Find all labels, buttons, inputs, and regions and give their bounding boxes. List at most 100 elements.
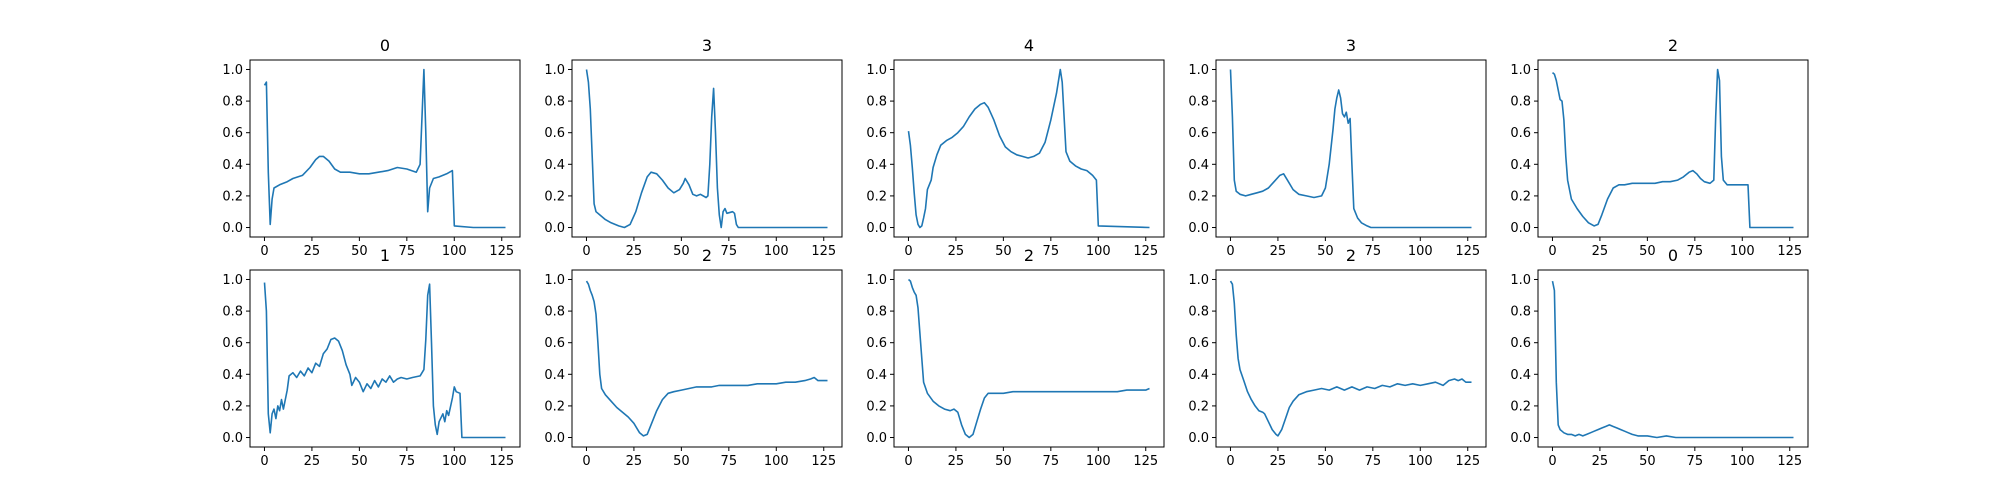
y-tick-label: 0.2 xyxy=(544,399,565,414)
y-tick-label: 0.4 xyxy=(1510,158,1531,173)
y-tick-label: 0.2 xyxy=(866,399,887,414)
x-tick-label: 25 xyxy=(1592,244,1609,259)
x-tick-label: 75 xyxy=(1043,244,1060,259)
y-tick-label: 0.8 xyxy=(222,305,243,320)
x-tick-label: 50 xyxy=(351,244,368,259)
x-tick-label: 0 xyxy=(260,244,268,259)
subplot-title: 2 xyxy=(1024,246,1034,265)
subplot-3: 3 0 25 50 75 100 125 0.0 0.2 0.4 0.6 0.8 1.0 xyxy=(1188,36,1487,259)
y-tick-label: 0.6 xyxy=(222,126,243,141)
x-tick-label: 100 xyxy=(1408,244,1433,259)
y-tick-label: 1.0 xyxy=(1510,63,1531,78)
x-tick-label: 25 xyxy=(1592,454,1609,469)
x-tick-label: 25 xyxy=(304,244,321,259)
subplot-7: 2 0 25 50 75 100 125 0.0 0.2 0.4 0.6 0.8 1.0 xyxy=(866,246,1165,469)
x-tick-label: 0 xyxy=(904,244,912,259)
y-tick-label: 1.0 xyxy=(1188,63,1209,78)
subplot-title: 4 xyxy=(1024,36,1034,55)
axes-frame xyxy=(1537,59,1809,238)
y-tick-label: 0.8 xyxy=(1510,305,1531,320)
subplot-0: 0 0 25 50 75 100 125 0.0 0.2 0.4 0.6 0.8 1.0 xyxy=(222,36,521,259)
x-tick-label: 125 xyxy=(489,244,514,259)
x-tick-label: 125 xyxy=(811,244,836,259)
subplot-title: 3 xyxy=(702,36,712,55)
x-tick-label: 75 xyxy=(1043,454,1060,469)
subplot-2: 4 0 25 50 75 100 125 0.0 0.2 0.4 0.6 0.8 1.0 xyxy=(866,36,1165,259)
y-tick-label: 0.2 xyxy=(1510,399,1531,414)
x-tick-label: 50 xyxy=(995,454,1012,469)
subplot-4: 2 0 25 50 75 100 125 0.0 0.2 0.4 0.6 0.8 1.0 xyxy=(1510,36,1809,259)
x-tick-label: 0 xyxy=(1548,244,1556,259)
x-tick-label: 25 xyxy=(948,244,965,259)
x-tick-label: 125 xyxy=(1455,244,1480,259)
subplot-title: 3 xyxy=(1346,36,1356,55)
subplot-8: 2 0 25 50 75 100 125 0.0 0.2 0.4 0.6 0.8 1.0 xyxy=(1188,246,1487,469)
y-tick-label: 0.2 xyxy=(1188,189,1209,204)
y-tick-label: 1.0 xyxy=(544,63,565,78)
y-tick-label: 0.4 xyxy=(222,368,243,383)
y-tick-label: 0.0 xyxy=(1510,221,1531,236)
subplot-9: 0 0 25 50 75 100 125 0.0 0.2 0.4 0.6 0.8 1.0 xyxy=(1510,246,1809,469)
x-tick-label: 50 xyxy=(1317,454,1334,469)
y-tick-label: 0.6 xyxy=(866,126,887,141)
subplot-6: 2 0 25 50 75 100 125 0.0 0.2 0.4 0.6 0.8 1.0 xyxy=(544,246,843,469)
subplot-title: 2 xyxy=(1668,36,1678,55)
x-tick-label: 125 xyxy=(1777,454,1802,469)
x-tick-label: 75 xyxy=(1365,454,1382,469)
x-tick-label: 50 xyxy=(351,454,368,469)
x-tick-label: 0 xyxy=(582,454,590,469)
series-line xyxy=(1551,68,1794,229)
x-tick-label: 0 xyxy=(582,244,590,259)
x-tick-label: 75 xyxy=(721,454,738,469)
y-tick-label: 0.4 xyxy=(222,158,243,173)
y-tick-label: 0.0 xyxy=(1188,431,1209,446)
y-tick-label: 0.4 xyxy=(866,368,887,383)
x-tick-label: 25 xyxy=(948,454,965,469)
y-tick-label: 0.4 xyxy=(1188,368,1209,383)
series-line xyxy=(585,280,828,437)
x-tick-label: 0 xyxy=(1226,244,1234,259)
y-tick-label: 0.0 xyxy=(866,221,887,236)
axes-frame xyxy=(249,59,521,238)
x-tick-label: 125 xyxy=(1777,244,1802,259)
y-tick-label: 0.6 xyxy=(1188,336,1209,351)
x-tick-label: 100 xyxy=(1086,244,1111,259)
y-tick-label: 0.6 xyxy=(544,336,565,351)
x-tick-label: 100 xyxy=(1730,454,1755,469)
x-tick-label: 0 xyxy=(1226,454,1234,469)
x-tick-label: 50 xyxy=(1639,454,1656,469)
x-tick-label: 50 xyxy=(673,454,690,469)
y-tick-label: 0.0 xyxy=(866,431,887,446)
axes-frame xyxy=(1215,59,1487,238)
x-tick-label: 125 xyxy=(489,454,514,469)
series-line xyxy=(907,278,1150,439)
series-line xyxy=(907,68,1150,229)
y-tick-label: 1.0 xyxy=(866,273,887,288)
subplot-title: 0 xyxy=(380,36,390,55)
x-tick-label: 100 xyxy=(1086,454,1111,469)
y-tick-label: 0.8 xyxy=(222,95,243,110)
series-line xyxy=(1551,280,1794,439)
series-line xyxy=(1229,280,1472,437)
x-tick-label: 100 xyxy=(442,244,467,259)
y-tick-label: 0.6 xyxy=(1510,336,1531,351)
y-tick-label: 1.0 xyxy=(222,273,243,288)
y-tick-label: 0.6 xyxy=(222,336,243,351)
y-tick-label: 0.8 xyxy=(544,95,565,110)
subplot-title: 2 xyxy=(1346,246,1356,265)
y-tick-label: 1.0 xyxy=(544,273,565,288)
x-tick-label: 0 xyxy=(1548,454,1556,469)
y-tick-label: 0.6 xyxy=(1510,126,1531,141)
series-line xyxy=(263,282,506,439)
x-tick-label: 0 xyxy=(260,454,268,469)
x-tick-label: 25 xyxy=(304,454,321,469)
y-tick-label: 0.8 xyxy=(544,305,565,320)
x-tick-label: 75 xyxy=(399,244,416,259)
x-tick-label: 0 xyxy=(904,454,912,469)
y-tick-label: 1.0 xyxy=(222,63,243,78)
x-tick-label: 50 xyxy=(1639,244,1656,259)
y-tick-label: 1.0 xyxy=(866,63,887,78)
axes-frame xyxy=(893,269,1165,448)
y-tick-label: 0.4 xyxy=(1188,158,1209,173)
x-tick-label: 125 xyxy=(1133,454,1158,469)
